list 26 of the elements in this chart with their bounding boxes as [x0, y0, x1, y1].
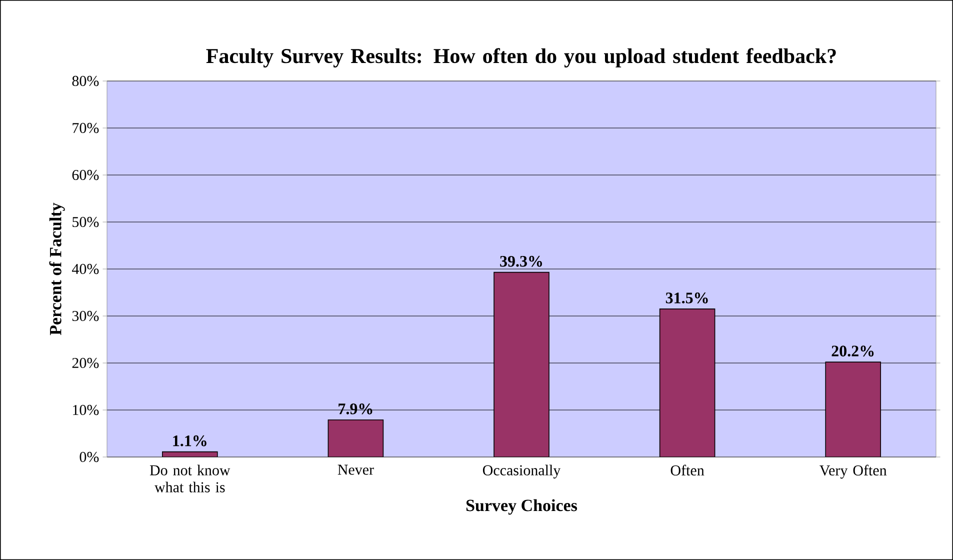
- y-tick-label: 30%: [72, 310, 99, 322]
- x-tick-label: Occasionally: [482, 464, 561, 478]
- y-tick-label: 40%: [72, 264, 99, 274]
- data-label: 39.3%: [500, 256, 542, 267]
- x-tick-label: Often: [670, 464, 704, 476]
- y-axis-title: Percent of Faculty: [49, 202, 65, 336]
- bar: [825, 362, 882, 457]
- data-label: 20.2%: [832, 346, 874, 357]
- data-label: 31.5%: [666, 292, 708, 304]
- bar: [328, 419, 384, 457]
- data-label: 1.1%: [173, 435, 206, 446]
- y-tick-label: 60%: [72, 170, 99, 180]
- y-tick-label: 70%: [72, 122, 99, 134]
- chart-title: Faculty Survey Results: How often do you upload student feedback?: [206, 48, 836, 68]
- y-tick-label: 0%: [80, 452, 99, 462]
- x-tick-label: Never: [338, 464, 374, 475]
- y-tick-label: 80%: [72, 76, 99, 86]
- x-axis-title: Survey Choices: [466, 499, 578, 515]
- y-tick-label: 20%: [72, 358, 99, 368]
- data-label: 7.9%: [338, 403, 372, 414]
- y-tick-label: 10%: [73, 404, 99, 416]
- y-tick-label: 50%: [72, 216, 99, 228]
- x-tick-label: Do not know what this is: [150, 464, 230, 492]
- bar: [494, 272, 550, 457]
- x-tick-label: Very Often: [820, 464, 887, 479]
- bar: [659, 308, 716, 457]
